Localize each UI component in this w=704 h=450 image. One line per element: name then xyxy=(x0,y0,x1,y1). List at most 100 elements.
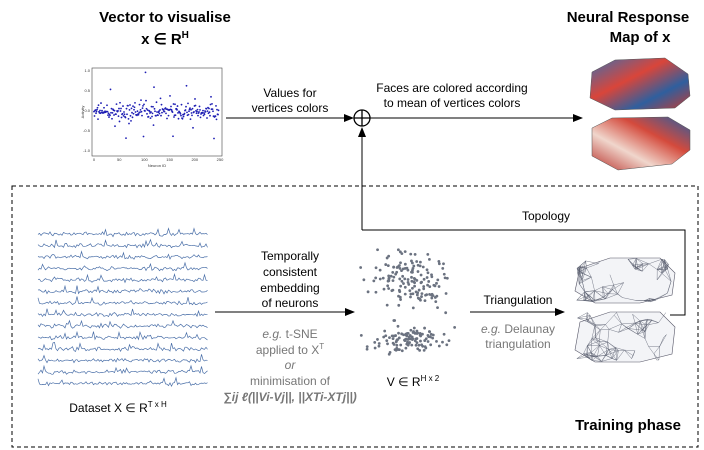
plot-dot xyxy=(212,110,214,113)
embed-dot xyxy=(395,266,399,269)
embed-dot xyxy=(396,324,400,328)
embed-dot xyxy=(425,276,429,279)
series-line xyxy=(37,284,208,295)
embed-dot xyxy=(436,278,440,282)
embed-dot xyxy=(400,332,404,336)
plot-dot xyxy=(118,107,120,110)
embed-dot xyxy=(406,343,410,347)
plot-dot xyxy=(148,110,151,113)
embed-dot xyxy=(441,340,444,344)
embed-dot xyxy=(392,319,396,322)
plot-dot xyxy=(125,137,127,140)
plot-dot xyxy=(160,103,163,106)
embed-dot xyxy=(447,339,451,343)
plot-dot xyxy=(118,120,121,123)
plot-dot xyxy=(156,111,158,113)
plot-ytick: 0.5 xyxy=(84,88,90,93)
embed-dot xyxy=(437,344,441,348)
plot-dot xyxy=(123,111,125,113)
plot-dot xyxy=(95,112,97,115)
plot-xtick: 200 xyxy=(191,157,198,162)
mesh xyxy=(574,257,676,363)
plot-dot xyxy=(187,102,189,105)
plot-dot xyxy=(155,114,157,117)
plot-dot xyxy=(166,117,168,120)
embed-dot xyxy=(410,270,413,274)
plot-dot xyxy=(122,105,124,107)
training-label: Training phase xyxy=(575,417,681,434)
embed-dot xyxy=(428,258,431,261)
embed-dot xyxy=(395,270,399,274)
plot-dot xyxy=(190,112,193,114)
plot-dot xyxy=(208,111,211,114)
embed-dot xyxy=(374,266,378,270)
series-line xyxy=(37,261,208,272)
dataset-label: Dataset X ∈ RT x H xyxy=(69,400,167,415)
plot-dot xyxy=(160,114,162,117)
method-text: e.g. t-SNE xyxy=(262,327,317,341)
embed-dot xyxy=(373,341,377,344)
plot-dot xyxy=(101,109,103,112)
brain-top xyxy=(589,57,691,111)
embed-dot xyxy=(422,287,426,291)
embed-dot xyxy=(400,279,404,283)
plot-dot xyxy=(130,107,133,110)
embed-dot xyxy=(382,335,386,339)
plot-dot xyxy=(134,111,137,113)
tri-method: e.g. Delaunay xyxy=(481,322,555,336)
arrow1-text: vertices colors xyxy=(252,101,329,115)
plot-dot xyxy=(157,114,159,117)
plot-dot xyxy=(108,116,110,118)
embed-dot xyxy=(405,334,409,338)
plot-dot xyxy=(189,118,192,121)
plot-dot xyxy=(144,71,147,74)
embed-dot xyxy=(424,337,428,341)
embed-dot xyxy=(445,343,449,347)
embed-dot xyxy=(410,275,413,279)
mini-plot: 1.0 0.5 0.0 -0.5 -1.00 50 100 150 200 250 Neuron I… xyxy=(80,67,224,168)
embed-dot xyxy=(388,350,392,354)
plot-dot xyxy=(214,115,217,118)
formula: ∑ij ℓ(||Vi-Vj||, ||XTi-XTj||) xyxy=(223,390,357,404)
embed-dot xyxy=(387,274,391,278)
triangulation-label: Triangulation xyxy=(484,293,553,307)
plot-dot xyxy=(96,108,98,111)
plot-dot xyxy=(196,108,199,111)
plot-dot xyxy=(197,114,199,117)
embed-dot xyxy=(431,336,435,340)
title: Vector to visualise xyxy=(99,9,231,26)
plot-dot xyxy=(115,113,117,116)
embed-dot xyxy=(417,288,421,292)
plot-dot xyxy=(194,98,196,100)
plot-dot xyxy=(111,111,114,114)
plot-dot xyxy=(109,88,112,91)
plot-dot xyxy=(146,109,149,111)
embed-dot xyxy=(445,276,449,280)
plot-dot xyxy=(121,112,124,115)
embed-dot xyxy=(435,339,438,343)
plot-frame xyxy=(91,67,223,157)
embed-dot xyxy=(406,278,410,281)
embed-dot xyxy=(442,262,445,266)
embed-dot xyxy=(359,333,363,337)
embed-dot xyxy=(372,279,376,283)
embed-dot xyxy=(407,283,411,286)
embed-dot xyxy=(430,275,434,279)
embed-dot xyxy=(420,343,424,347)
embed-dot xyxy=(399,261,402,265)
embed-dot xyxy=(415,293,419,297)
brain-bottom xyxy=(591,116,691,171)
embed-dot xyxy=(432,283,436,287)
embed-dot xyxy=(437,259,441,263)
vector-sup: H xyxy=(182,30,189,41)
plot-dot xyxy=(153,107,156,110)
embed-dot xyxy=(420,295,423,298)
plot-dot xyxy=(140,99,142,102)
embed-dot xyxy=(417,297,421,301)
embed-dot xyxy=(414,343,418,347)
plot-dot xyxy=(203,113,206,116)
plot-dot xyxy=(141,114,143,117)
plot-dot xyxy=(136,110,139,113)
plot-dot xyxy=(211,108,214,111)
